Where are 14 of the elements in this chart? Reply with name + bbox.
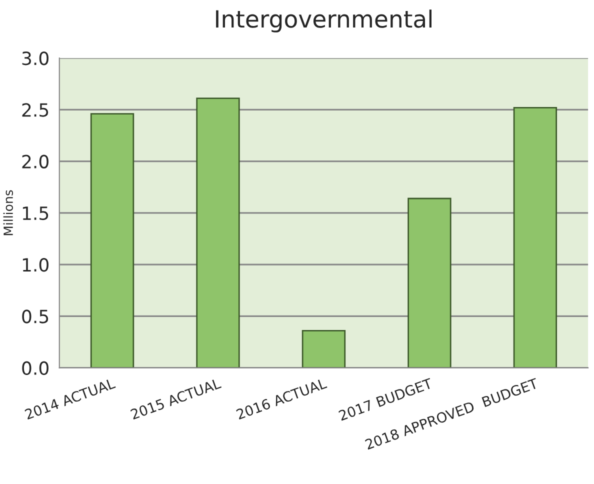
y-tick-label: 2.0 (22, 154, 48, 168)
y-tick-label: 2.5 (22, 103, 48, 117)
y-tick-label: 3.0 (22, 52, 48, 66)
bar (513, 106, 558, 368)
y-tick-label: 0.0 (22, 361, 48, 375)
chart-title: Intergovernmental (216, 10, 432, 32)
y-axis-title: Millions (3, 190, 13, 236)
y-tick-label: 0.5 (22, 310, 48, 324)
bar (196, 98, 240, 368)
y-tick-label: 1.5 (22, 206, 48, 220)
y-tick-label: 1.0 (22, 258, 48, 272)
bar (408, 198, 452, 368)
bar (90, 113, 134, 368)
bar (302, 330, 346, 368)
